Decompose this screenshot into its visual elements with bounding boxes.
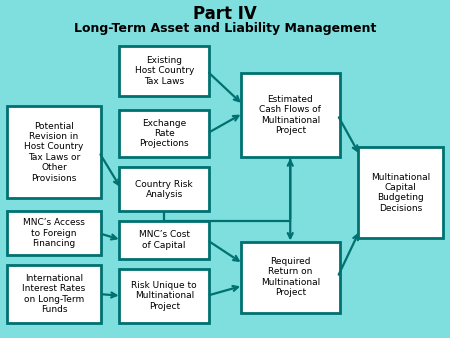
FancyBboxPatch shape: [119, 110, 209, 157]
Text: Risk Unique to
Multinational
Project: Risk Unique to Multinational Project: [131, 281, 197, 311]
Text: MNC’s Access
to Foreign
Financing: MNC’s Access to Foreign Financing: [23, 218, 85, 248]
Text: International
Interest Rates
on Long-Term
Funds: International Interest Rates on Long-Ter…: [22, 274, 86, 314]
FancyBboxPatch shape: [119, 167, 209, 211]
Text: Country Risk
Analysis: Country Risk Analysis: [135, 179, 193, 199]
Text: Exchange
Rate
Projections: Exchange Rate Projections: [140, 119, 189, 148]
FancyBboxPatch shape: [119, 46, 209, 96]
Text: Multinational
Capital
Budgeting
Decisions: Multinational Capital Budgeting Decision…: [371, 173, 430, 213]
FancyBboxPatch shape: [119, 221, 209, 259]
Text: Existing
Host Country
Tax Laws: Existing Host Country Tax Laws: [135, 56, 194, 86]
FancyBboxPatch shape: [241, 73, 340, 157]
FancyBboxPatch shape: [119, 269, 209, 323]
FancyBboxPatch shape: [241, 242, 340, 313]
Text: Part IV: Part IV: [193, 5, 257, 23]
Text: MNC’s Cost
of Capital: MNC’s Cost of Capital: [139, 230, 190, 250]
Text: Long-Term Asset and Liability Management: Long-Term Asset and Liability Management: [74, 22, 376, 35]
FancyBboxPatch shape: [7, 106, 101, 198]
FancyBboxPatch shape: [7, 265, 101, 323]
Text: Required
Return on
Multinational
Project: Required Return on Multinational Project: [261, 257, 320, 297]
FancyBboxPatch shape: [358, 147, 443, 238]
Text: Potential
Revision in
Host Country
Tax Laws or
Other
Provisions: Potential Revision in Host Country Tax L…: [24, 122, 84, 183]
Text: Estimated
Cash Flows of
Multinational
Project: Estimated Cash Flows of Multinational Pr…: [259, 95, 321, 135]
FancyBboxPatch shape: [7, 211, 101, 255]
